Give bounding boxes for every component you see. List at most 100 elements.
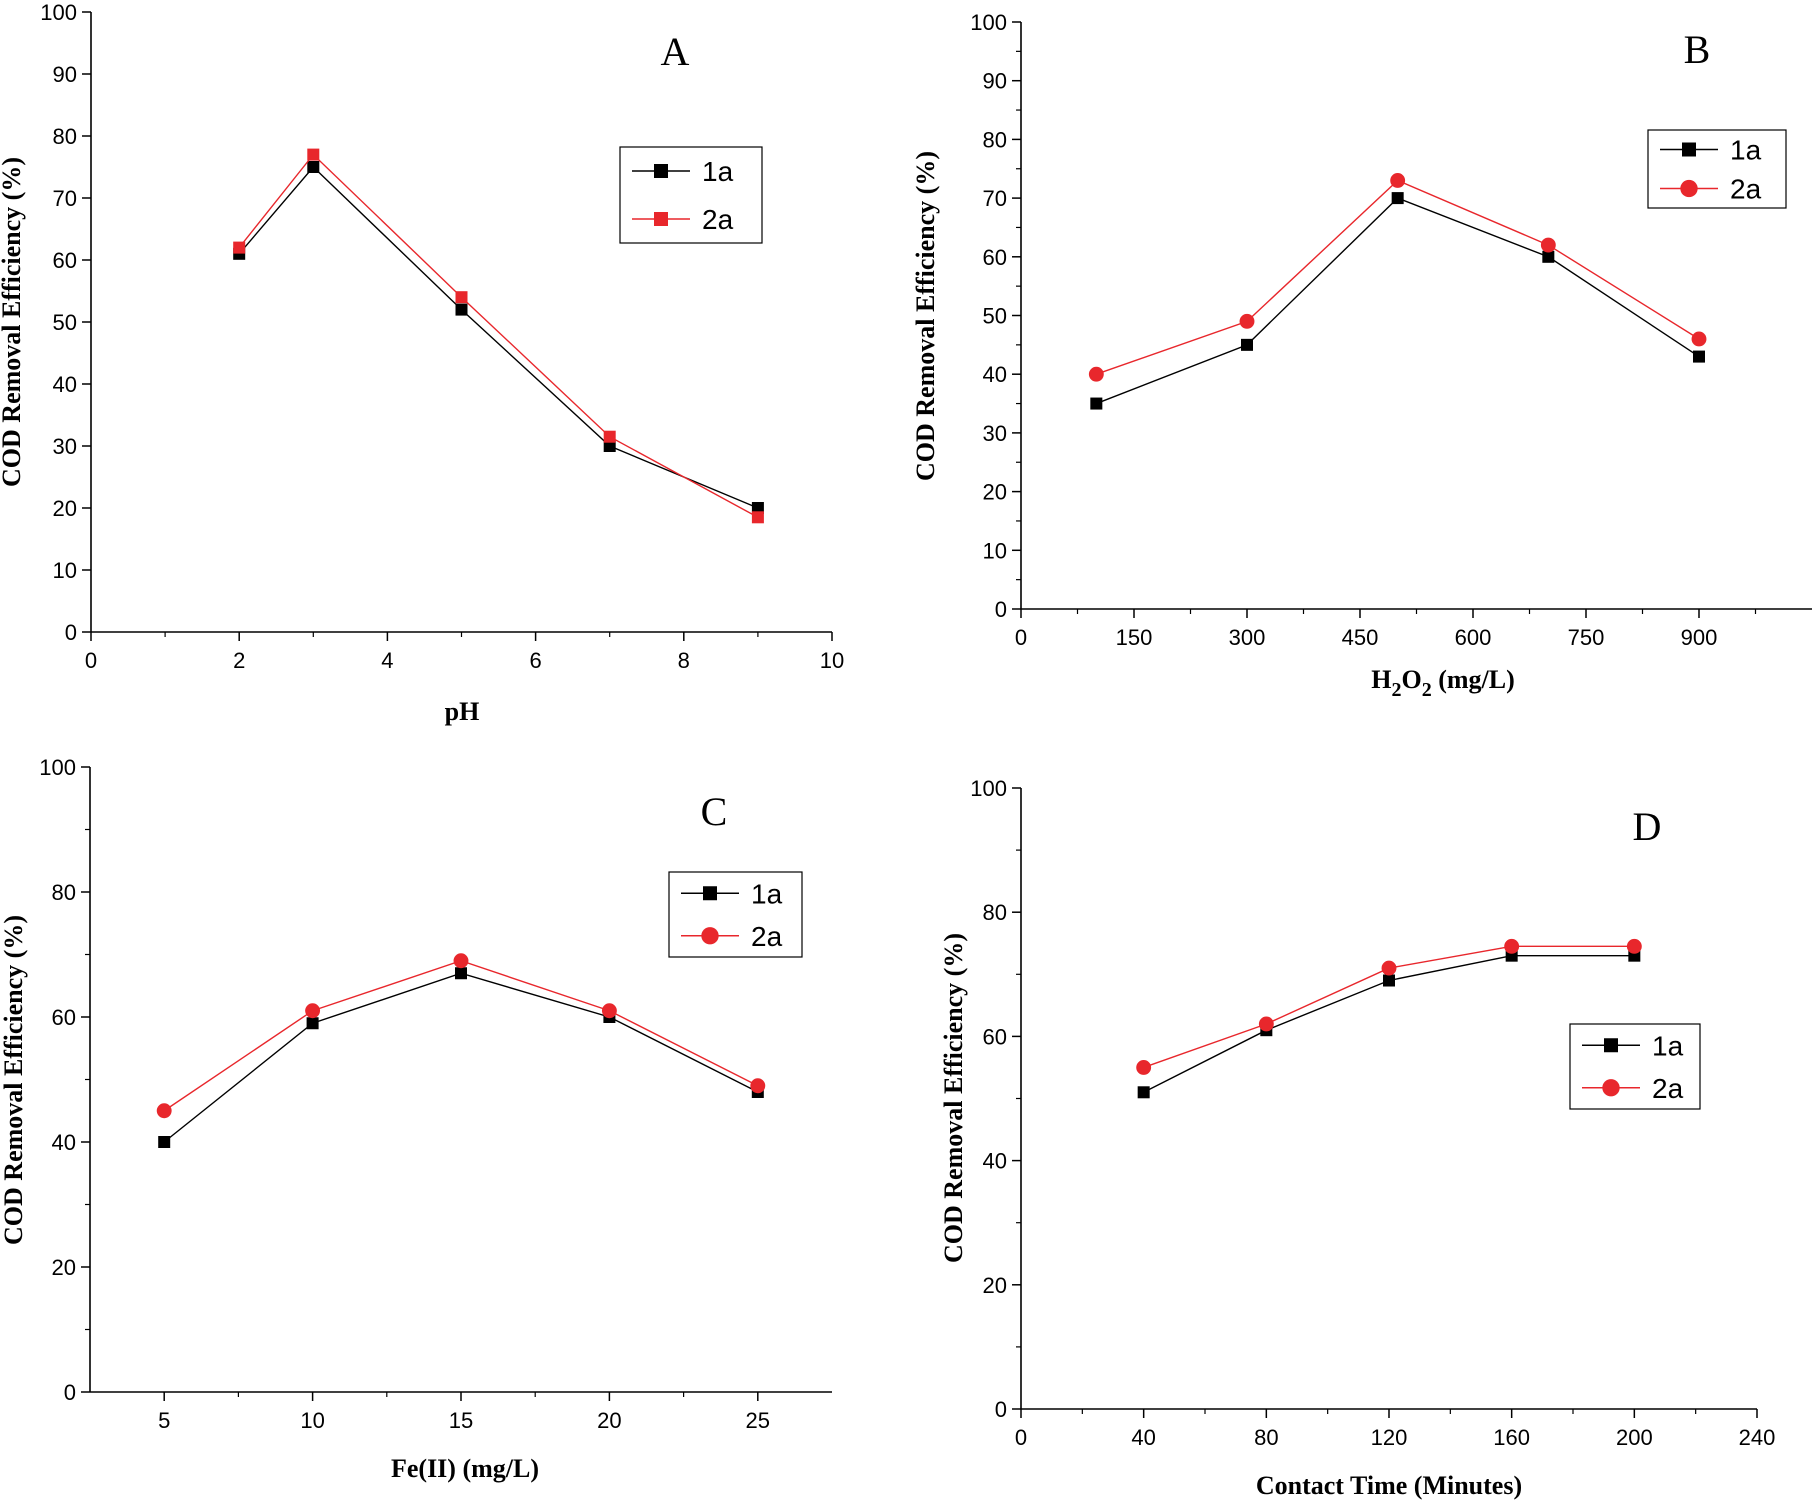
panel-label: A	[661, 29, 690, 74]
x-tick-label: 20	[597, 1408, 621, 1433]
y-axis-title: COD Removal Efficiency (%)	[939, 933, 968, 1263]
legend-marker-1a	[1604, 1038, 1618, 1053]
legend-label-1a: 1a	[1652, 1030, 1684, 1061]
data-point-2a	[455, 291, 468, 304]
legend-label-1a: 1a	[1730, 135, 1762, 166]
x-axis-title-part: O	[1401, 665, 1421, 694]
x-tick-label: 150	[1116, 625, 1153, 650]
y-tick-label: 60	[983, 1024, 1007, 1049]
y-axis-title: COD Removal Efficiency (%)	[911, 151, 940, 481]
panel-label: B	[1684, 27, 1711, 72]
data-point-2a	[305, 1003, 321, 1019]
y-tick-label: 100	[970, 10, 1007, 35]
data-point-2a	[1626, 938, 1642, 954]
data-point-1a	[455, 303, 468, 316]
y-tick-label: 100	[970, 776, 1007, 801]
x-tick-label: 4	[381, 648, 393, 673]
data-point-2a	[453, 953, 469, 969]
x-axis-title: Fe(II) (mg/L)	[391, 1454, 539, 1483]
y-tick-label: 20	[983, 480, 1007, 505]
x-tick-label: 0	[1015, 1425, 1027, 1450]
x-axis-title-part: (mg/L)	[1432, 665, 1515, 694]
y-tick-label: 60	[53, 248, 77, 273]
y-tick-label: 30	[983, 421, 1007, 446]
data-point-2a	[1390, 173, 1406, 188]
legend-label-2a: 2a	[1652, 1073, 1684, 1104]
x-tick-label: 600	[1455, 625, 1492, 650]
data-point-2a	[233, 241, 246, 254]
x-tick-label: 120	[1371, 1425, 1408, 1450]
data-point-2a	[1239, 313, 1255, 329]
data-point-1a	[1137, 1086, 1150, 1099]
y-tick-label: 40	[983, 362, 1007, 387]
legend-box	[1569, 1023, 1701, 1110]
data-point-2a	[156, 1103, 172, 1119]
data-point-2a	[601, 1003, 617, 1019]
y-tick-label: 20	[983, 1273, 1007, 1298]
data-point-2a	[751, 511, 764, 524]
x-tick-label: 750	[1568, 625, 1605, 650]
data-point-1a	[1090, 397, 1103, 410]
data-point-1a	[233, 247, 246, 260]
series-line-1a	[163, 972, 759, 1143]
legend-label-1a: 1a	[751, 878, 783, 909]
legend-marker-2a	[701, 927, 719, 945]
series-2a	[1088, 173, 1707, 382]
x-axis-title: H2O2 (mg/L)	[1371, 665, 1515, 701]
y-tick-label: 0	[64, 1380, 76, 1405]
x-tick-label: 6	[529, 648, 541, 673]
y-tick-label: 80	[53, 124, 77, 149]
legend-marker-2a	[1680, 179, 1698, 198]
data-point-1a	[1693, 350, 1705, 363]
data-point-1a	[751, 502, 764, 514]
y-tick-label: 0	[995, 597, 1007, 622]
y-tick-label: 20	[53, 496, 77, 521]
series-1a	[1090, 192, 1705, 410]
panel-label: D	[1633, 804, 1662, 849]
legend-marker-1a	[654, 164, 668, 178]
x-tick-label: 25	[746, 1408, 770, 1433]
series-line-2a	[1096, 179, 1700, 375]
y-tick-label: 80	[983, 900, 1007, 925]
data-point-1a	[455, 967, 467, 980]
y-tick-label: 100	[39, 755, 76, 780]
data-point-2a	[1540, 237, 1556, 253]
data-point-2a	[1136, 1060, 1152, 1075]
x-tick-label: 8	[678, 648, 690, 673]
legend-marker-1a	[703, 886, 717, 901]
legend-box	[668, 871, 803, 958]
data-point-2a	[307, 148, 320, 161]
y-tick-label: 70	[983, 186, 1007, 211]
x-tick-label: 2	[233, 648, 245, 673]
y-tick-label: 80	[983, 127, 1007, 152]
x-tick-label: 15	[449, 1408, 473, 1433]
data-point-2a	[1258, 1016, 1274, 1032]
x-tick-label: 160	[1493, 1425, 1530, 1450]
panel-label: C	[701, 789, 728, 834]
y-tick-label: 60	[52, 1005, 76, 1030]
x-tick-label: 240	[1739, 1425, 1776, 1450]
y-tick-label: 40	[52, 1130, 76, 1155]
y-tick-label: 10	[983, 538, 1007, 563]
y-tick-label: 40	[983, 1149, 1007, 1174]
data-point-1a	[307, 161, 320, 173]
x-axis-title: pH	[445, 697, 480, 726]
chart-panel-b: 0 10 20 30 40 50 60 70 80 90 100 0 150 300 450 600 750 90…	[911, 10, 1812, 701]
y-tick-label: 10	[53, 558, 77, 583]
legend-marker-2a	[654, 212, 668, 226]
data-point-2a	[1504, 938, 1520, 954]
data-point-2a	[1088, 366, 1104, 382]
data-point-2a	[750, 1078, 766, 1094]
series-1a	[233, 161, 764, 514]
data-point-1a	[1391, 192, 1404, 205]
data-point-2a	[1691, 331, 1707, 347]
series-1a	[158, 967, 764, 1148]
x-tick-label: 900	[1681, 625, 1718, 650]
x-axis-title-part: 2	[1391, 679, 1401, 701]
y-tick-label: 90	[53, 62, 77, 87]
